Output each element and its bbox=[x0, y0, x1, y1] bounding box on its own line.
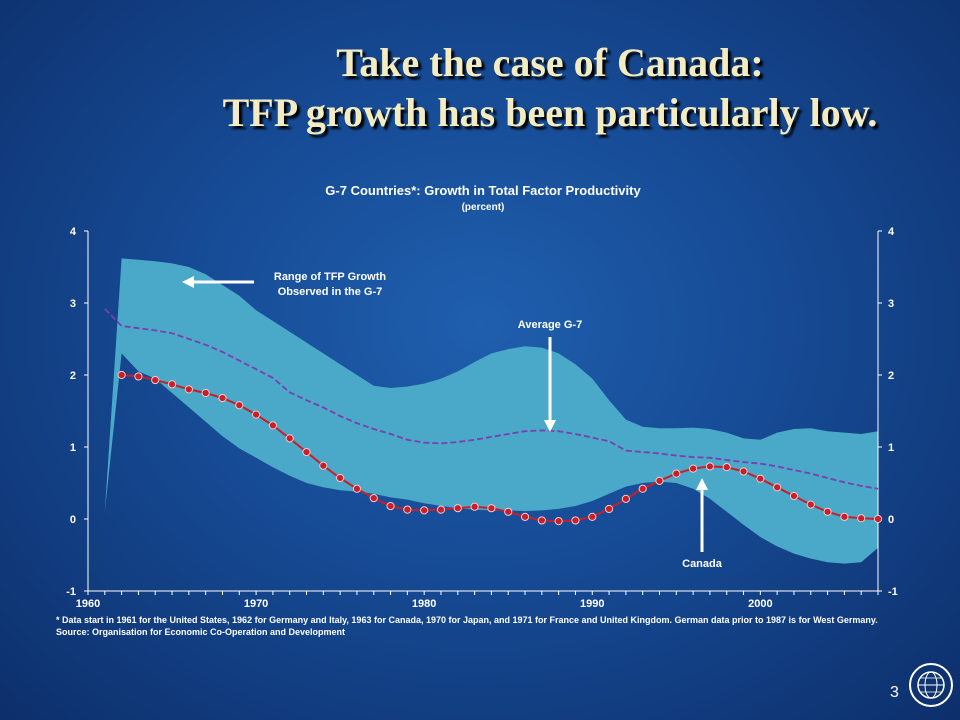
canada-point bbox=[386, 501, 395, 511]
canada-point bbox=[773, 483, 782, 492]
canada-point bbox=[604, 504, 614, 514]
y-tick-label-right: 4 bbox=[888, 226, 895, 238]
canada-point bbox=[823, 507, 832, 516]
chart-title: G-7 Countries*: Growth in Total Factor P… bbox=[325, 183, 641, 198]
x-tick-label: 2000 bbox=[748, 598, 772, 610]
canada-point bbox=[840, 512, 849, 521]
canada-point bbox=[655, 476, 664, 485]
canada-point bbox=[403, 505, 412, 514]
canada-point bbox=[588, 512, 597, 521]
y-tick-label-right: 3 bbox=[888, 298, 894, 310]
canada-point bbox=[571, 516, 580, 525]
imf-seal-icon bbox=[909, 663, 953, 707]
y-tick-label-right: 0 bbox=[888, 514, 894, 526]
canada-point bbox=[504, 507, 513, 516]
y-tick-label-left: -1 bbox=[66, 586, 76, 598]
canada-point bbox=[336, 473, 345, 483]
page-number: 3 bbox=[890, 684, 899, 701]
range-band bbox=[104, 258, 879, 564]
average-arrow-head bbox=[544, 420, 556, 432]
canada-point bbox=[285, 434, 294, 443]
canada-point bbox=[621, 494, 630, 503]
x-tick-label: 1960 bbox=[76, 598, 100, 610]
y-tick-label-left: 2 bbox=[70, 370, 76, 382]
canada-point bbox=[352, 484, 362, 493]
canada-point bbox=[319, 461, 328, 470]
canada-point bbox=[251, 410, 261, 419]
canada-point bbox=[487, 504, 496, 513]
series-line-average-g7 bbox=[104, 308, 879, 490]
canada-point bbox=[554, 517, 563, 526]
canada-point bbox=[268, 421, 277, 430]
canada-point bbox=[235, 401, 244, 410]
y-tick-label-left: 0 bbox=[70, 514, 76, 526]
canada-point bbox=[806, 500, 815, 509]
chart-subtitle: (percent) bbox=[461, 202, 505, 213]
canada-point bbox=[436, 505, 446, 514]
y-tick-label-left: 4 bbox=[70, 226, 77, 238]
canada-point bbox=[117, 370, 126, 380]
x-tick-label: 1980 bbox=[412, 598, 436, 610]
range-band-layer bbox=[104, 258, 879, 564]
slide-title-line2: TFP growth has been particularly low. bbox=[222, 90, 878, 135]
canada-point bbox=[705, 462, 715, 471]
range-arrow-head bbox=[182, 276, 194, 288]
canada-arrow-head bbox=[696, 478, 708, 490]
y-tick-label-left: 3 bbox=[70, 298, 76, 310]
canada-point bbox=[689, 464, 698, 473]
canada-point bbox=[873, 514, 883, 524]
canada-point bbox=[302, 447, 311, 457]
canada-point bbox=[470, 502, 479, 511]
canada-point bbox=[369, 494, 378, 503]
canada-point bbox=[857, 514, 866, 523]
y-tick-label-right: -1 bbox=[888, 586, 898, 598]
series-layer bbox=[104, 308, 883, 526]
canada-point bbox=[739, 467, 748, 476]
canada-point bbox=[134, 372, 143, 381]
y-tick-label-left: 1 bbox=[70, 442, 76, 454]
slide-title-line1: Take the case of Canada: bbox=[336, 40, 764, 85]
canada-point bbox=[167, 380, 177, 389]
canada-point bbox=[756, 474, 765, 483]
canada-point bbox=[201, 388, 210, 398]
range-label-line2: Observed in the G-7 bbox=[278, 286, 383, 298]
range-label-line1: Range of TFP Growth bbox=[274, 271, 387, 283]
canada-point bbox=[789, 491, 799, 501]
canada-point bbox=[420, 506, 429, 515]
canada-point bbox=[520, 512, 530, 521]
axes-layer: -1 -1 0 0 1 1 2 2 3 3 4 4 1960 1970 1980 1990 2000 bbox=[66, 226, 898, 610]
canada-point bbox=[453, 504, 462, 513]
y-tick-label-right: 1 bbox=[888, 442, 894, 454]
canada-label: Canada bbox=[682, 558, 723, 570]
canada-point bbox=[151, 375, 160, 385]
canada-point bbox=[672, 469, 681, 478]
annotation-layer: Range of TFP Growth Observed in the G-7 Av… bbox=[182, 271, 723, 570]
x-tick-label: 1990 bbox=[580, 598, 604, 610]
canada-point bbox=[722, 463, 731, 472]
slide-title: Take the case of Canada: TFP growth has … bbox=[0, 38, 960, 138]
footnote: * Data start in 1961 for the United Stat… bbox=[56, 615, 878, 637]
average-g7-label: Average G-7 bbox=[518, 319, 582, 331]
canada-point bbox=[537, 516, 546, 525]
x-tick-label: 1970 bbox=[244, 598, 268, 610]
series-line-canada bbox=[121, 374, 879, 523]
y-tick-label-right: 2 bbox=[888, 370, 894, 382]
canada-point bbox=[218, 393, 227, 403]
canada-point bbox=[184, 385, 193, 394]
canada-point bbox=[638, 484, 647, 493]
